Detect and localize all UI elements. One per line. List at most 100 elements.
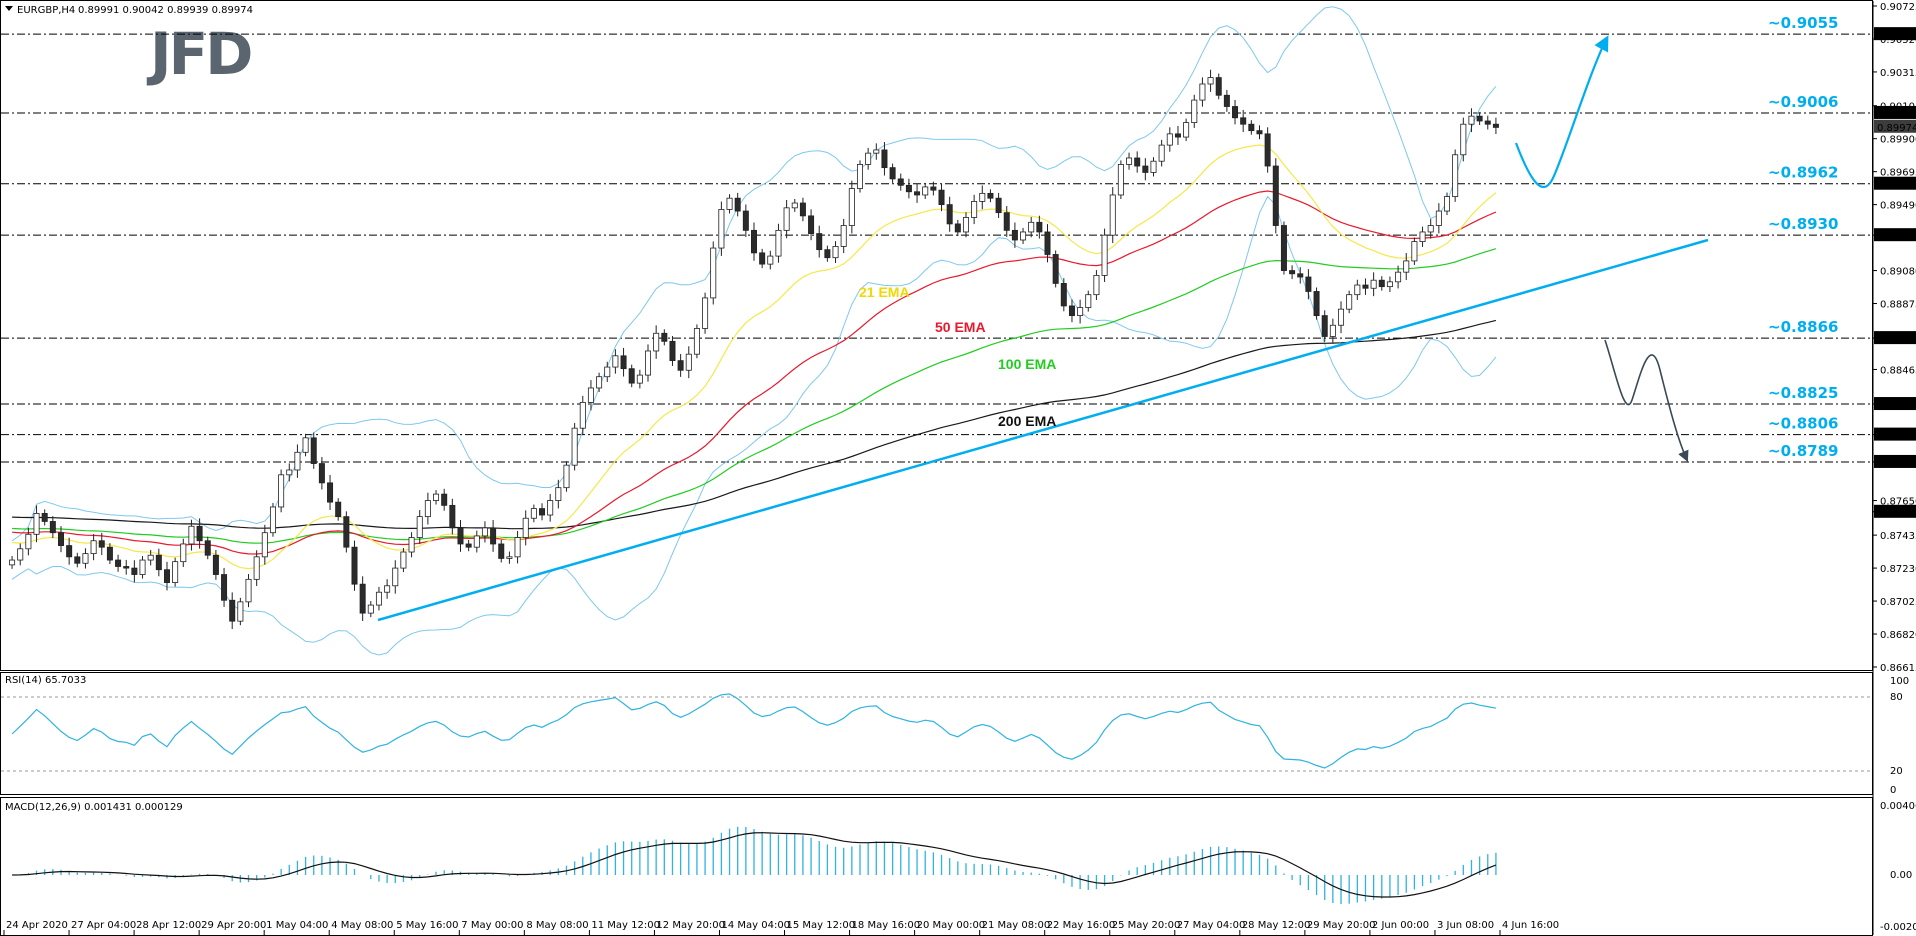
- price-tick-label: 0.90725: [1880, 2, 1916, 13]
- ema50-line: [12, 190, 1497, 555]
- macd-histogram: [12, 826, 1497, 905]
- candle-body: [1419, 231, 1426, 243]
- candle-body: [384, 585, 391, 593]
- candle-body: [318, 463, 325, 484]
- candle-body: [620, 355, 627, 370]
- candle-body: [530, 508, 537, 519]
- candle-body: [848, 188, 855, 226]
- candle-body: [506, 556, 513, 559]
- level-label: ~0.8930: [1768, 215, 1838, 233]
- level-price-tag: [1874, 397, 1916, 411]
- candle-body: [1183, 122, 1190, 138]
- candle-body: [473, 535, 480, 548]
- candle-body: [1174, 133, 1181, 138]
- candle-body: [612, 355, 619, 368]
- candle-body: [1329, 324, 1336, 337]
- candle-body: [1305, 276, 1312, 292]
- candle-body: [221, 574, 228, 601]
- time-tick-label: 8 May 08:00: [526, 920, 588, 931]
- candle-body: [995, 197, 1002, 214]
- candle-body: [49, 521, 56, 534]
- candle-body: [196, 525, 203, 542]
- price-tick-label: 0.88465: [1880, 365, 1916, 376]
- candle-body: [163, 569, 170, 583]
- candle-body: [9, 559, 16, 566]
- candle-body: [1411, 241, 1418, 262]
- candle-body: [123, 566, 130, 569]
- candle-body: [1060, 283, 1067, 307]
- level-price-text: 0.89620: [1877, 180, 1916, 191]
- candle-body: [946, 204, 953, 225]
- level-price-tag: [1874, 27, 1916, 41]
- level-price-text: 0.89974: [1877, 123, 1916, 134]
- candle-body: [449, 504, 456, 529]
- candle-body: [245, 578, 252, 603]
- candle-body: [1362, 284, 1369, 289]
- bollinger-lower: [11, 195, 1497, 656]
- level-price-text: 0.87580: [1877, 508, 1916, 519]
- level-price-text: 0.87890: [1877, 458, 1916, 469]
- trendline[interactable]: [377, 238, 1709, 622]
- candle-body: [1468, 115, 1475, 125]
- candle-body: [212, 554, 219, 575]
- candle-body: [1109, 194, 1116, 236]
- candle-body: [343, 516, 350, 548]
- candle-body: [881, 149, 888, 169]
- candle-body: [1199, 83, 1206, 101]
- candle-body: [734, 197, 741, 212]
- price-pane-frame: [0, 0, 1873, 671]
- candle-body: [1044, 231, 1051, 255]
- candle-body: [685, 353, 692, 371]
- level-price-tag: [1874, 176, 1916, 190]
- candle-body: [865, 152, 872, 165]
- time-tick-label: 4 May 08:00: [331, 920, 393, 931]
- candle-body: [693, 328, 700, 355]
- candle-body: [106, 546, 113, 561]
- candle-body: [873, 149, 880, 154]
- candle-body: [1052, 254, 1059, 284]
- candle-body: [180, 543, 187, 563]
- candle-body: [710, 247, 717, 299]
- time-tick-label: 2 Jun 00:00: [1372, 920, 1429, 931]
- candle-body: [824, 249, 831, 259]
- candle-body: [840, 225, 847, 247]
- level-label: ~0.8806: [1768, 415, 1838, 433]
- time-tick-label: 3 Jun 08:00: [1437, 920, 1494, 931]
- candle-body: [1297, 273, 1304, 278]
- candle-body: [188, 525, 195, 545]
- time-tick-label: 20 May 00:00: [917, 920, 986, 931]
- candle-body: [1386, 281, 1393, 288]
- candle-body: [1484, 120, 1491, 125]
- candle-body: [636, 374, 643, 384]
- candle-body: [808, 215, 815, 234]
- candle-body: [742, 210, 749, 231]
- candle-body: [367, 604, 374, 614]
- ema50-label: 50 EMA: [935, 319, 986, 335]
- candle-body: [1313, 291, 1320, 316]
- level-label: ~0.8825: [1768, 384, 1838, 402]
- candle-body: [57, 532, 64, 546]
- candle-body: [897, 178, 904, 186]
- candle-body: [718, 209, 725, 249]
- candle-body: [938, 189, 945, 206]
- candle-body: [1003, 212, 1010, 231]
- candle-body: [1093, 274, 1100, 296]
- triangle-down-icon[interactable]: [5, 6, 13, 11]
- candle-body: [514, 537, 521, 558]
- candle-body: [579, 402, 586, 429]
- price-tick-label: 0.87025: [1880, 597, 1916, 608]
- candle-body: [1232, 106, 1239, 119]
- level-price-text: 0.89300: [1877, 231, 1916, 242]
- candle-body: [25, 533, 32, 550]
- candle-body: [1248, 123, 1255, 132]
- candle-body: [1117, 164, 1124, 196]
- price-tick-label: 0.87435: [1880, 531, 1916, 542]
- candle-body: [889, 167, 896, 180]
- candle-body: [1240, 117, 1247, 125]
- candle-body: [1134, 157, 1141, 167]
- rsi-tick-20: 20: [1890, 766, 1903, 777]
- candle-body: [799, 202, 806, 217]
- time-tick-label: 18 May 16:00: [852, 920, 921, 931]
